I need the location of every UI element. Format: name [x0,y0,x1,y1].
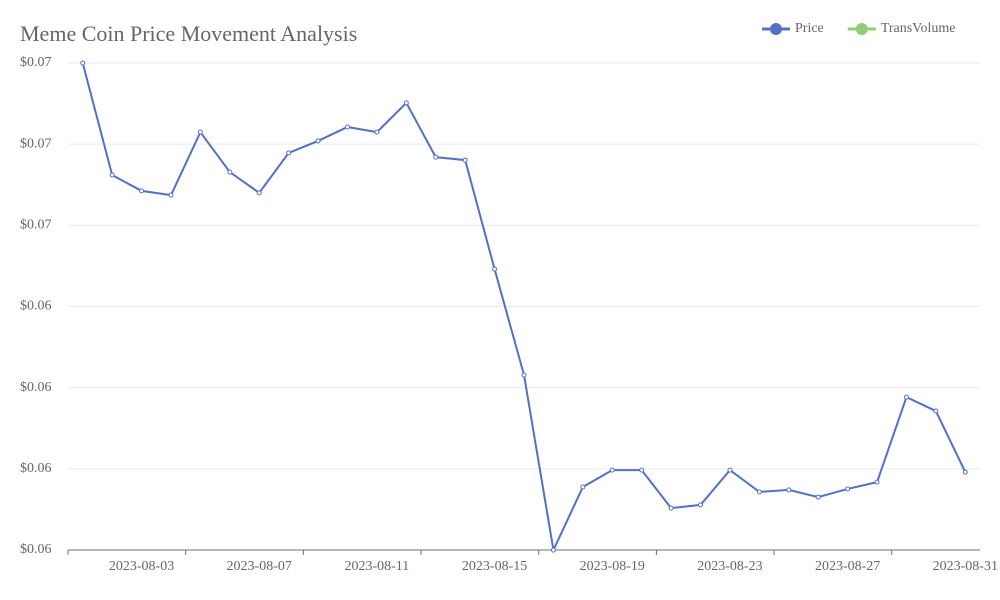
data-point [462,157,468,163]
data-point [756,489,762,495]
y-tick-label: $0.06 [20,461,52,476]
y-tick-label: $0.07 [20,136,52,151]
x-tick-label: 2023-08-03 [109,559,174,574]
data-point [874,479,880,485]
data-point [786,487,792,493]
data-point [256,190,262,196]
data-point [580,484,586,490]
data-point [374,129,380,135]
data-point [845,486,851,492]
data-point [227,169,233,175]
data-point [403,100,409,106]
data-point [168,192,174,198]
data-point [80,60,86,66]
data-point [433,154,439,160]
data-point [933,408,939,414]
legend-label: Price [795,21,824,36]
legend-swatch-dot [770,23,782,35]
data-point [668,505,674,511]
data-point [315,138,321,144]
data-point [903,394,909,400]
y-tick-label: $0.06 [20,299,52,314]
y-tick-label: $0.06 [20,542,52,557]
data-point [521,372,527,378]
data-point [698,502,704,508]
data-point [962,469,968,475]
y-tick-label: $0.07 [20,218,52,233]
x-tick-label: 2023-08-27 [815,559,880,574]
data-point [550,547,556,553]
data-point [344,124,350,130]
legend-label: TransVolume [881,21,956,36]
legend-swatch-dot [855,23,868,35]
data-point [609,467,615,473]
data-point [492,266,498,272]
data-point [286,150,292,156]
data-point [139,188,145,194]
x-tick-label: 2023-08-23 [697,559,762,574]
y-tick-label: $0.06 [20,380,52,395]
x-tick-label: 2023-08-31 [933,559,998,574]
data-point [639,467,645,473]
x-tick-label: 2023-08-07 [227,559,292,574]
x-tick-label: 2023-08-11 [344,559,409,574]
data-point [727,467,733,473]
y-tick-label: $0.07 [20,55,52,70]
data-point [815,494,821,500]
x-tick-label: 2023-08-19 [580,559,645,574]
data-point [109,172,115,178]
x-tick-label: 2023-08-15 [462,559,527,574]
data-point [197,129,203,135]
chart-title: Meme Coin Price Movement Analysis [20,21,357,46]
